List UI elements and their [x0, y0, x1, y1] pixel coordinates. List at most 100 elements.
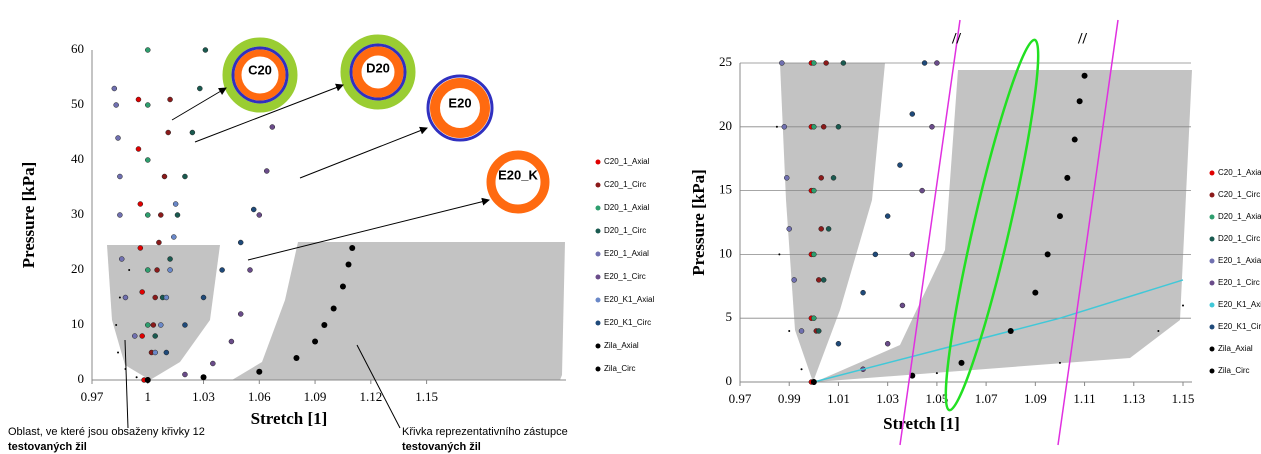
x-tick-label: 1.11 [1073, 391, 1095, 406]
data-point [788, 330, 790, 332]
data-point [910, 112, 915, 117]
y-tick-label: 10 [719, 245, 732, 260]
data-point [175, 213, 180, 218]
data-point [270, 125, 275, 130]
legend-marker [1210, 215, 1215, 220]
data-point [897, 163, 902, 168]
data-point [922, 61, 927, 66]
x-tick-label: 1 [145, 389, 152, 404]
legend-label: C20_1_Circ [604, 180, 646, 189]
y-tick-label: 50 [71, 96, 84, 111]
arrow [172, 88, 226, 120]
data-point [201, 374, 207, 380]
ring-d20: D20 [345, 39, 411, 105]
legend-marker [1210, 325, 1215, 330]
legend-marker [596, 229, 601, 234]
data-point [182, 372, 187, 377]
legend-marker [596, 298, 601, 303]
data-point [782, 124, 787, 129]
data-point [145, 268, 150, 273]
ring-c20: C20 [227, 42, 293, 108]
data-point [182, 323, 187, 328]
data-point [929, 124, 934, 129]
legend-marker [1210, 171, 1215, 176]
data-point [136, 376, 138, 378]
legend-label: Zila_Circ [1218, 366, 1250, 375]
data-point [349, 245, 355, 251]
shaded-region [232, 242, 565, 380]
data-point [123, 295, 128, 300]
data-point [117, 174, 122, 179]
y-tick-label: 20 [71, 261, 84, 276]
data-point [312, 339, 318, 345]
data-point [885, 341, 890, 346]
data-point [164, 295, 169, 300]
data-point [203, 48, 208, 53]
legend-label: E20_1_Axial [604, 249, 649, 258]
legend-label: E20_K1_Circ [604, 318, 651, 327]
legend-label: D20_1_Circ [604, 226, 646, 235]
ring-e20: E20 [428, 76, 492, 140]
legend-label: E20_1_Circ [1218, 278, 1260, 287]
data-point [861, 290, 866, 295]
arrow [300, 128, 427, 178]
legend-label: E20_K1_Axial [1218, 300, 1261, 309]
shaded-region [780, 63, 885, 382]
x-tick-label: 0.99 [778, 391, 801, 406]
data-point [1008, 328, 1014, 334]
break-mark: // [1077, 31, 1087, 48]
ring-e20k: E20_K [491, 155, 545, 209]
data-point [140, 334, 145, 339]
data-point [934, 61, 939, 66]
x-tick-label: 1.01 [827, 391, 850, 406]
data-point [145, 158, 150, 163]
shaded-region [107, 245, 220, 380]
data-point [168, 97, 173, 102]
data-point [145, 48, 150, 53]
data-point [836, 341, 841, 346]
data-point [257, 213, 262, 218]
data-point [776, 126, 778, 128]
legend-marker [1210, 237, 1215, 242]
data-point [816, 328, 821, 333]
data-point [784, 175, 789, 180]
legend-label: E20_K1_Axial [604, 295, 654, 304]
data-point [841, 61, 846, 66]
legend-marker [596, 183, 601, 188]
legend-marker [596, 344, 601, 349]
data-point [779, 61, 784, 66]
data-point [151, 323, 156, 328]
legend-marker [1210, 303, 1215, 308]
data-point [819, 226, 824, 231]
data-point [821, 277, 826, 282]
data-point [811, 379, 817, 385]
data-point [346, 262, 352, 268]
x-tick-label: 1.15 [415, 389, 438, 404]
legend-marker [1210, 281, 1215, 286]
data-point [251, 207, 256, 212]
data-point [112, 86, 117, 91]
y-axis-label: Pressure [kPa] [19, 162, 38, 269]
data-point [168, 257, 173, 262]
x-axis-label: Stretch [1] [251, 409, 328, 428]
legend-label: D20_1_Circ [1218, 234, 1260, 243]
y-tick-label: 40 [71, 151, 84, 166]
ring-label: E20_K [498, 167, 538, 182]
data-point [158, 213, 163, 218]
data-point [128, 269, 130, 271]
annotation: testovaných žil [402, 441, 481, 453]
data-point [920, 188, 925, 193]
data-point [811, 124, 816, 129]
y-tick-label: 60 [71, 41, 84, 56]
data-point [145, 213, 150, 218]
data-point [145, 377, 151, 383]
data-point [164, 350, 169, 355]
data-point [132, 334, 137, 339]
data-point [138, 202, 143, 207]
break-mark: // [951, 31, 961, 48]
y-tick-label: 0 [78, 371, 85, 386]
x-tick-label: 1.07 [975, 391, 998, 406]
data-point [811, 252, 816, 257]
legend-label: C20_1_Axial [1218, 168, 1261, 177]
data-point [145, 103, 150, 108]
